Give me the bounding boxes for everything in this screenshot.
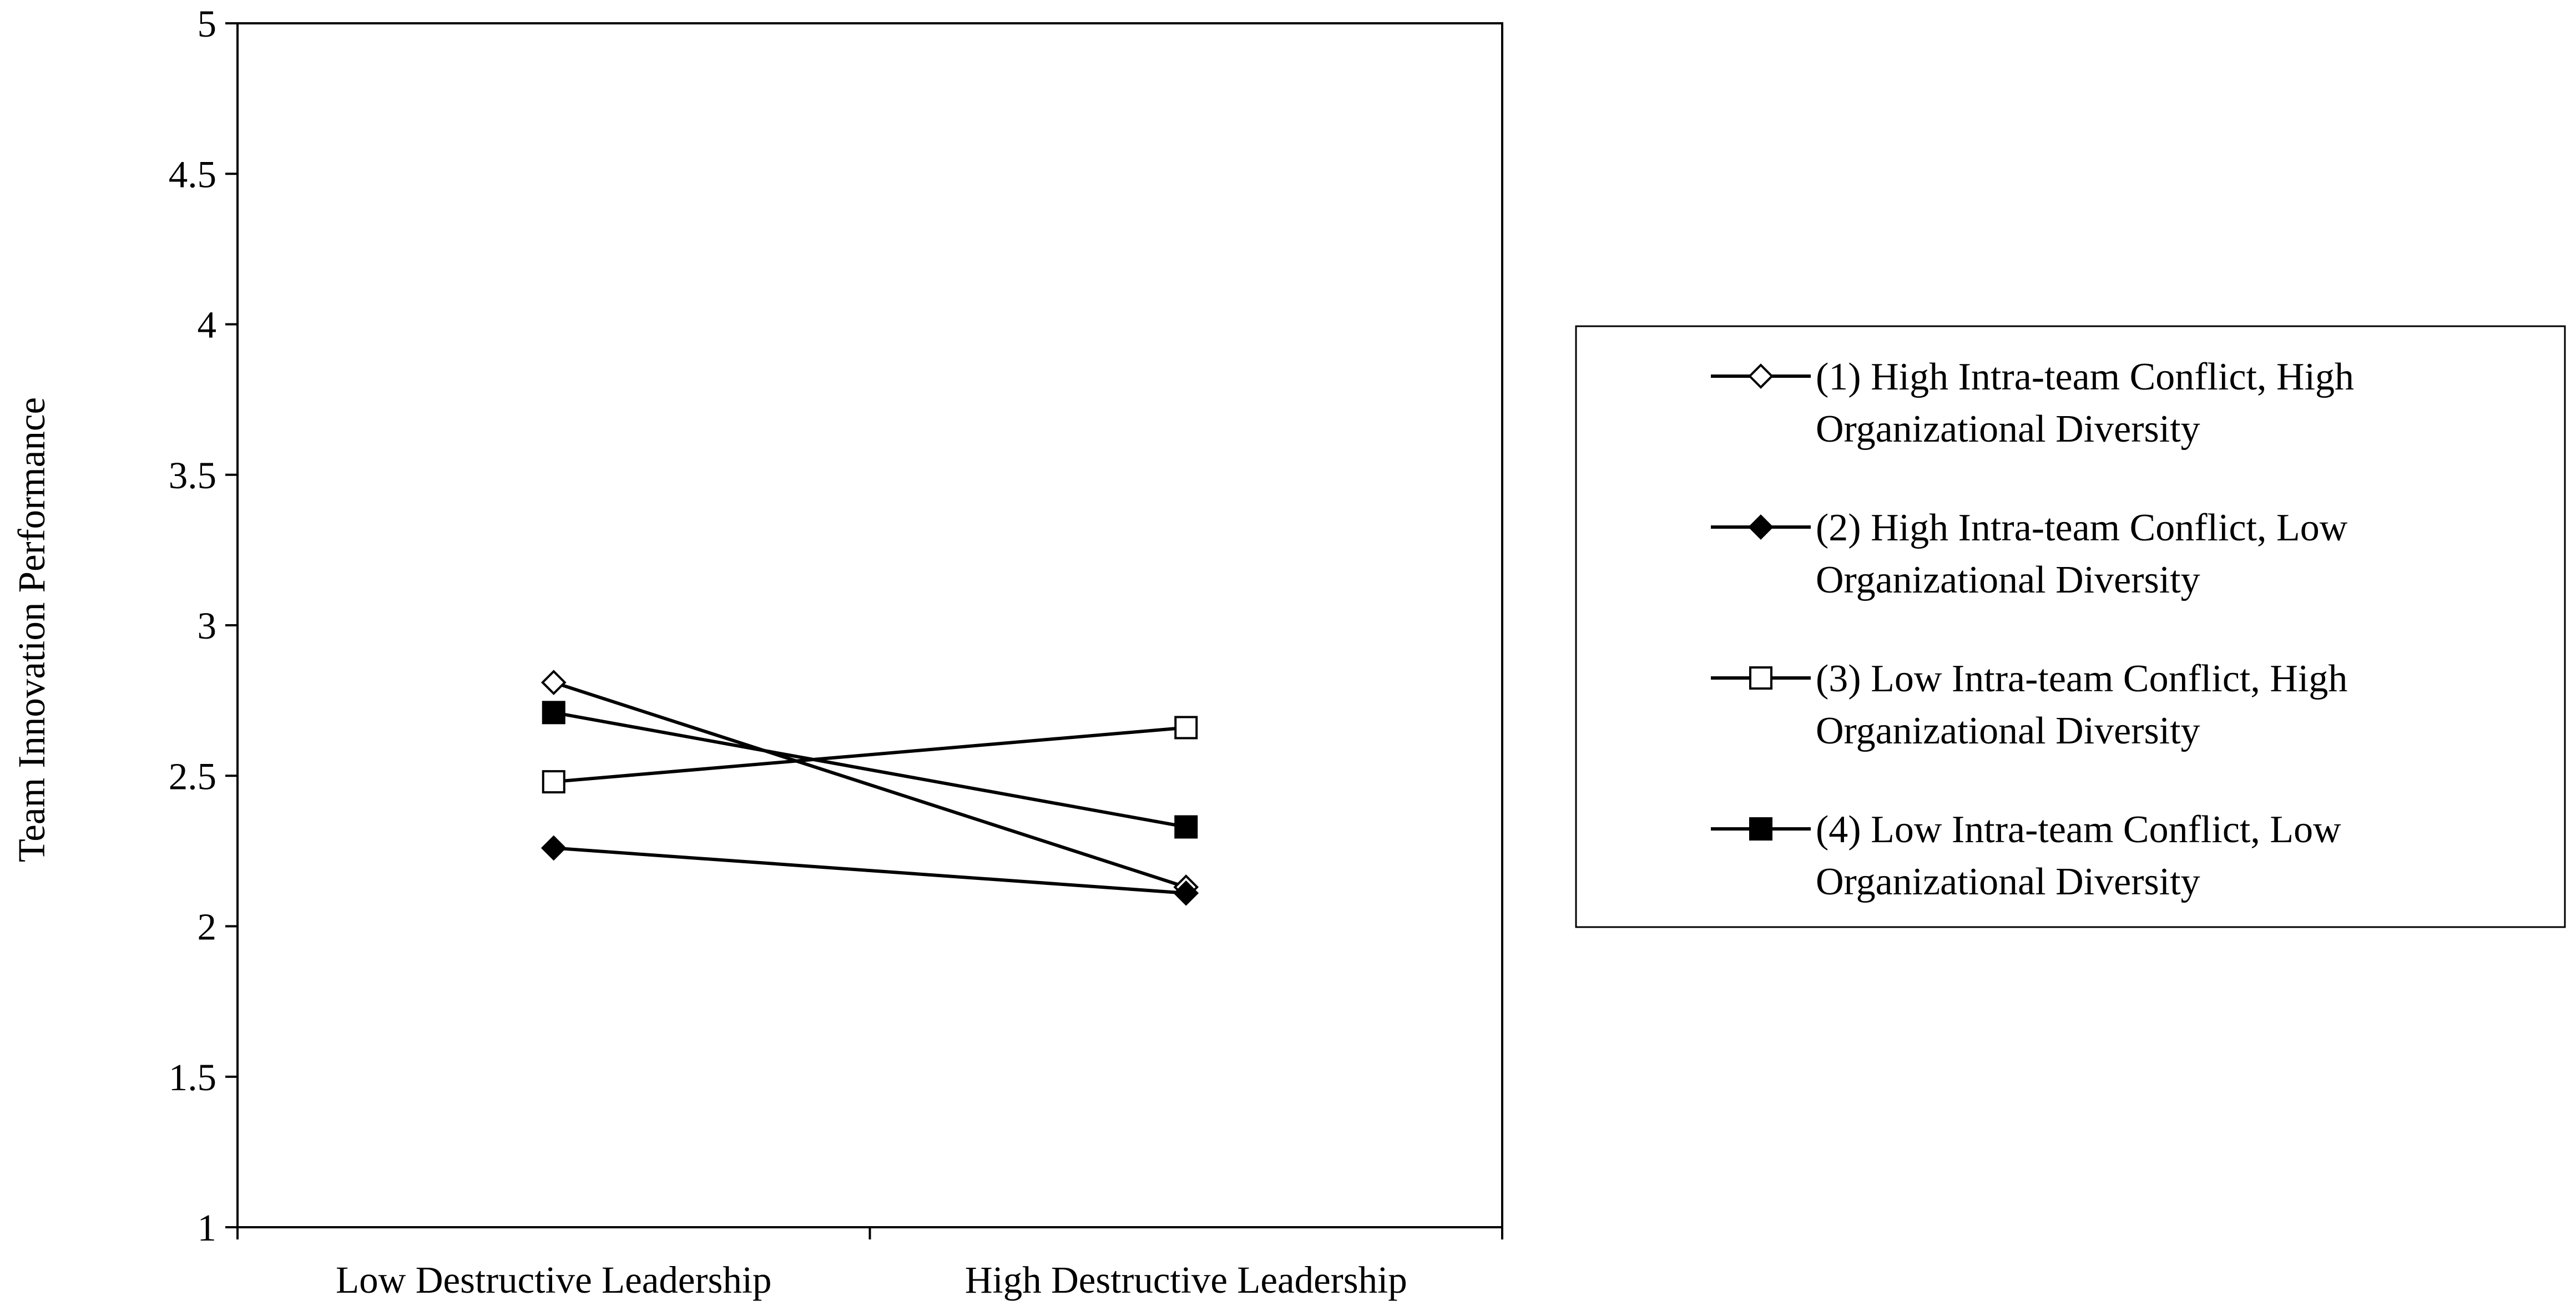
legend-label: (3) Low Intra-team Conflict, High — [1816, 657, 2347, 700]
series-line — [553, 681, 1187, 889]
legend-marker — [1749, 817, 1772, 841]
y-tick-label: 4.5 — [169, 153, 216, 195]
y-tick-label: 1 — [198, 1207, 217, 1249]
legend-box — [1575, 325, 2566, 928]
data-point — [542, 770, 565, 794]
legend-label: Organizational Diversity — [1816, 408, 2200, 451]
y-tick-label: 4 — [198, 304, 217, 346]
data-point — [541, 670, 567, 695]
series-2 — [541, 835, 1199, 906]
y-tick-label: 1.5 — [169, 1056, 216, 1099]
legend-label: (4) Low Intra-team Conflict, Low — [1816, 808, 2341, 851]
legend-marker — [1749, 666, 1772, 690]
legend-marker — [1748, 514, 1774, 540]
series-4 — [542, 701, 1198, 839]
legend-label: Organizational Diversity — [1816, 861, 2200, 903]
legend-label: (1) High Intra-team Conflict, High — [1816, 356, 2354, 398]
y-tick-label: 5 — [198, 3, 217, 45]
series-line — [553, 711, 1186, 829]
legend-label: (2) High Intra-team Conflict, Low — [1816, 507, 2348, 549]
series-line — [553, 726, 1186, 784]
series-3 — [542, 716, 1198, 794]
y-tick-label: 3.5 — [169, 454, 216, 497]
y-tick-label: 3 — [198, 605, 217, 647]
series-layer — [541, 670, 1199, 906]
plot-area — [236, 22, 1503, 1228]
legend-entry-3: (3) Low Intra-team Conflict, High Organiz… — [1711, 657, 2347, 752]
legend: (1) High Intra-team Conflict, High Organi… — [1711, 356, 2354, 903]
y-tick-label: 2 — [198, 906, 217, 948]
data-point — [1173, 880, 1199, 906]
legend-entry-1: (1) High Intra-team Conflict, High Organi… — [1711, 356, 2354, 451]
y-tick-label: 2.5 — [169, 755, 216, 797]
x-tick-label: High Destructive Leadership — [965, 1259, 1407, 1301]
x-tick-label: Low Destructive Leadership — [336, 1259, 772, 1301]
legend-entry-4: (4) Low Intra-team Conflict, Low Organiza… — [1711, 808, 2341, 903]
y-axis-title: Team Innovation Performance — [11, 397, 53, 862]
data-point — [541, 835, 567, 861]
series-1 — [541, 670, 1199, 900]
legend-marker — [1748, 363, 1774, 389]
series-line — [553, 846, 1186, 895]
data-point — [542, 701, 565, 725]
data-point — [1174, 815, 1198, 839]
y-axis: 1 1.5 2 2.5 3 3.5 4 4.5 5 — [169, 3, 238, 1249]
legend-label: Organizational Diversity — [1816, 710, 2200, 752]
data-point — [1174, 716, 1198, 740]
x-axis: Low Destructive Leadership High Destructi… — [236, 1227, 1503, 1301]
legend-entry-2: (2) High Intra-team Conflict, Low Organiz… — [1711, 507, 2348, 601]
legend-label: Organizational Diversity — [1816, 559, 2200, 601]
